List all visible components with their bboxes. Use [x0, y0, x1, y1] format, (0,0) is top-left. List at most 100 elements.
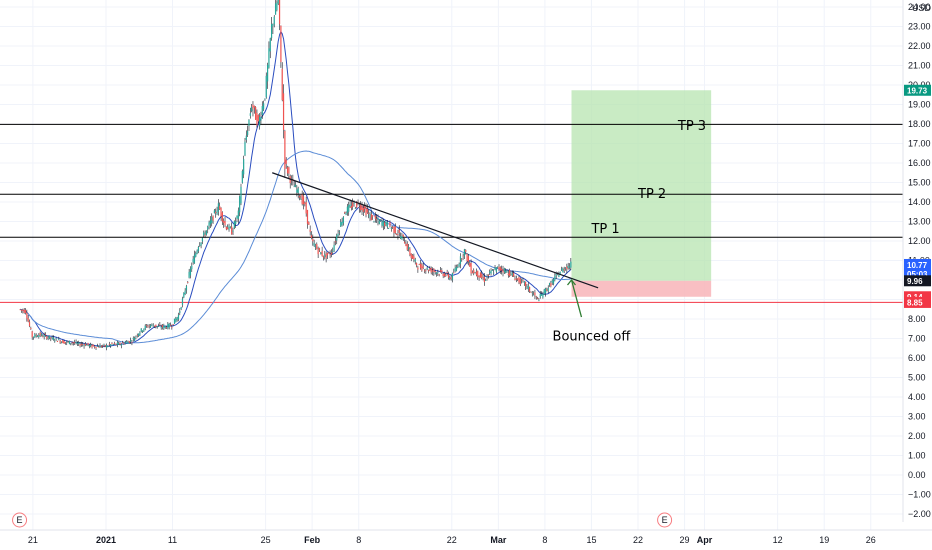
- candle-body: [179, 310, 181, 313]
- horizontal-levels[interactable]: [0, 123, 903, 303]
- candle-body: [225, 226, 227, 230]
- candle-body: [172, 324, 174, 326]
- candle-body: [407, 247, 410, 250]
- arrow-line[interactable]: [570, 279, 583, 318]
- long-position-tool[interactable]: [571, 90, 712, 297]
- candle-body: [519, 278, 521, 285]
- candle-body: [276, 2, 278, 11]
- candle-body: [417, 267, 419, 270]
- candle-body: [499, 266, 501, 271]
- candle-body: [296, 189, 298, 193]
- candle-body: [510, 272, 512, 274]
- candle-body: [280, 25, 282, 63]
- candle-body: [337, 233, 339, 236]
- candle-body: [181, 298, 184, 305]
- price-badge-label: 10.77: [907, 261, 928, 270]
- candle-body: [148, 325, 150, 327]
- candle-body: [429, 268, 431, 270]
- candle-body: [244, 141, 246, 156]
- candle-body: [145, 325, 148, 326]
- candle-body: [410, 253, 412, 259]
- candle-body: [564, 268, 567, 270]
- time-axis-background[interactable]: [0, 530, 903, 550]
- candle-body: [330, 252, 333, 255]
- time-tick-label: 12: [773, 535, 783, 545]
- candle-body: [373, 221, 375, 223]
- candle-body: [26, 312, 28, 319]
- candle-body: [278, 0, 281, 25]
- price-tick-label: 24.00: [908, 2, 931, 12]
- candle-body: [540, 294, 543, 296]
- candle-body: [82, 344, 84, 346]
- candle-body: [119, 342, 121, 345]
- candle-body: [530, 292, 532, 293]
- candle-body: [389, 222, 391, 227]
- time-axis[interactable]: 21 2021 11 25 Feb 8 22 Mar 8 15 22 29 Apr 12 19 26: [28, 535, 876, 545]
- candle-body: [314, 246, 317, 248]
- candle-body: [223, 220, 225, 224]
- time-tick-label: 26: [866, 535, 876, 545]
- candle-body: [430, 267, 432, 273]
- candle-body: [394, 226, 396, 234]
- candle-body: [364, 204, 366, 209]
- candle-body: [286, 167, 289, 174]
- candle-body: [201, 237, 204, 242]
- candle-body: [336, 235, 338, 241]
- candle-body: [266, 64, 269, 82]
- profit-zone[interactable]: [571, 90, 712, 281]
- candle-body: [332, 251, 334, 252]
- candle-body: [219, 206, 221, 210]
- candle-body: [523, 281, 525, 283]
- candle-body: [171, 326, 173, 328]
- candle-body: [122, 342, 124, 344]
- candle-body: [200, 242, 202, 246]
- candle-body: [168, 323, 170, 328]
- candle-body: [443, 273, 446, 277]
- candle-body: [293, 186, 295, 188]
- candle-body: [361, 205, 363, 210]
- candle-body: [403, 241, 406, 244]
- candle-body: [568, 266, 571, 268]
- earnings-marker-icon[interactable]: [657, 512, 673, 528]
- candle-body: [483, 276, 485, 283]
- candle-body: [378, 220, 380, 224]
- candle-body: [344, 212, 346, 214]
- candle-body: [318, 248, 321, 250]
- candle-body: [233, 221, 235, 229]
- candle-body: [487, 274, 489, 276]
- slow-moving-average-line: [20, 150, 571, 344]
- price-tick-label: −2.00: [908, 509, 931, 519]
- candle-body: [333, 244, 335, 251]
- candle-body: [50, 337, 52, 339]
- candle-body: [195, 253, 197, 257]
- candle-body: [199, 245, 201, 247]
- candle-body: [302, 196, 305, 205]
- candle-body: [76, 343, 79, 344]
- candle-body: [544, 288, 547, 294]
- candle-body: [245, 135, 247, 140]
- candle-body: [124, 342, 126, 344]
- candle-body: [427, 270, 430, 272]
- candle-body: [346, 206, 348, 214]
- candle-body: [380, 219, 382, 221]
- candle-body: [441, 270, 443, 273]
- candle-body: [20, 309, 23, 311]
- drawings[interactable]: [272, 172, 599, 318]
- price-tick-label: 6.00: [908, 353, 926, 363]
- candle-body: [514, 278, 516, 281]
- candle-body: [298, 195, 301, 198]
- fast-moving-average-line: [20, 30, 572, 348]
- candle-body: [42, 336, 44, 338]
- candle-body: [320, 252, 322, 255]
- earnings-marker-icon[interactable]: [12, 512, 28, 528]
- candle-body: [35, 335, 37, 337]
- candle-body: [547, 288, 549, 291]
- candle-body: [203, 232, 205, 236]
- stop-loss-zone[interactable]: [571, 280, 712, 297]
- candle-body: [360, 203, 362, 211]
- trendline[interactable]: [272, 172, 599, 289]
- candle-body: [325, 253, 327, 259]
